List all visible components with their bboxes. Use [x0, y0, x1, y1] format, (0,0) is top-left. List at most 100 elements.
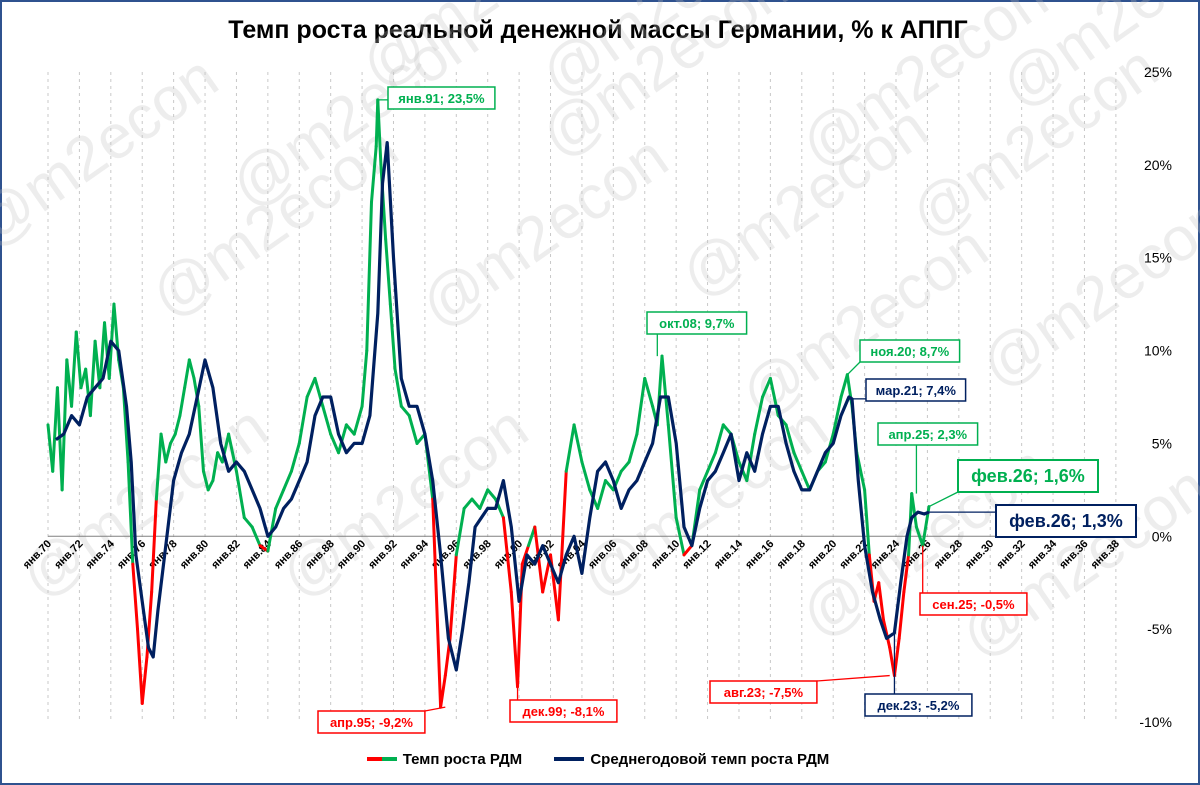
- annotation-label: фев.26; 1,3%: [1009, 511, 1123, 531]
- annotation-label: мар.21; 7,4%: [876, 383, 957, 398]
- legend-label-rdm: Темп роста РДМ: [402, 750, 523, 768]
- rdm-series-segment: [242, 516, 254, 529]
- annotation-box: [859, 339, 961, 363]
- rdm-series-segment: [289, 441, 301, 473]
- rdm-series-segment: [674, 516, 686, 557]
- rdm-series-segment: [211, 451, 220, 483]
- rdm-series-segment: [201, 469, 210, 492]
- rdm-series-segment: [533, 525, 545, 594]
- rdm-series-segment: [698, 469, 710, 492]
- rdm-series-segment: [70, 330, 78, 408]
- y-tick-label: 15%: [1144, 250, 1172, 266]
- rdm-series-segment: [761, 376, 772, 399]
- annotations-layer: янв.91; 23,5% окт.08; 9,7% ноя.20; 8,7% мар…: [317, 86, 1137, 734]
- rdm-series-segment: [596, 479, 607, 510]
- annotation-box: [877, 422, 979, 446]
- rdm-series-segment: [126, 460, 135, 566]
- rdm-series-segment: [478, 488, 490, 510]
- rdm-series-segment: [556, 469, 568, 622]
- annotation-leader: [424, 706, 446, 712]
- annotation-box: [709, 680, 818, 704]
- rdm-series-segment: [136, 627, 144, 705]
- rdm-series-segment: [784, 423, 796, 455]
- average-series-line: [54, 141, 930, 672]
- rdm-series-segment: [643, 376, 655, 408]
- series-layer: [46, 98, 931, 709]
- rdm-series-segment: [666, 423, 678, 520]
- legend-swatch-rdm: [366, 757, 397, 761]
- rdm-series-segment: [902, 553, 911, 594]
- rdm-series-segment: [131, 562, 140, 631]
- rdm-series-segment: [234, 469, 246, 520]
- watermark-text: @m2econ: [568, 392, 840, 611]
- rdm-series-segment: [877, 581, 885, 622]
- rdm-series-segment: [197, 404, 205, 473]
- rdm-series-segment: [509, 590, 520, 689]
- rdm-series-segment: [187, 358, 196, 380]
- rdm-series-segment: [897, 590, 906, 640]
- rdm-series-segment: [572, 423, 584, 464]
- annotation-label: апр.25; 2,3%: [888, 427, 967, 442]
- rdm-series-segment: [60, 358, 69, 492]
- annotation-leader: [816, 674, 890, 682]
- legend-label-average: Среднегодовой темп роста РДМ: [590, 750, 830, 768]
- watermark-text: @m2econ: [408, 122, 680, 341]
- rdm-series-segment: [439, 674, 447, 709]
- rdm-series-segment: [800, 469, 812, 492]
- rdm-series-segment: [274, 488, 286, 510]
- watermark-layer: @m2econ@m2econ@m2econ@m2econ@m2econ@m2ec…: [0, 0, 1200, 671]
- rdm-series-segment: [370, 144, 378, 204]
- rdm-series-segment: [154, 432, 163, 501]
- watermark-text: @m2econ: [268, 392, 540, 611]
- rdm-series-segment: [297, 395, 309, 445]
- rdm-series-segment: [448, 553, 458, 640]
- annotation-leader: [928, 491, 959, 508]
- rdm-series-segment: [183, 358, 191, 390]
- x-tick-label: янв.98: [461, 538, 494, 571]
- rdm-series-segment: [329, 432, 341, 455]
- rdm-series-segment: [501, 516, 513, 594]
- rdm-series-segment: [713, 423, 725, 455]
- y-tick-label: 5%: [1152, 435, 1172, 451]
- rdm-series-segment: [74, 330, 83, 390]
- rdm-series-segment: [282, 469, 293, 492]
- rdm-series-segment: [682, 544, 694, 557]
- rdm-series-segment: [768, 376, 780, 418]
- legend-swatch-average: [554, 757, 585, 761]
- y-tick-label: -10%: [1139, 714, 1172, 730]
- annotation-box: [995, 504, 1137, 538]
- rdm-series-segment: [721, 423, 733, 436]
- rdm-series-segment: [305, 376, 317, 399]
- rdm-series-segment: [206, 479, 215, 492]
- chart-title: Темп роста реальной денежной массы Герма…: [228, 16, 968, 44]
- rdm-series-segment: [150, 497, 158, 594]
- watermark-text: @m2econ: [0, 42, 230, 261]
- annotation-label: ноя.20; 8,7%: [870, 344, 949, 359]
- annotation-label: сен.25; -0,5%: [932, 597, 1015, 612]
- rdm-series-segment: [98, 321, 107, 390]
- rdm-series-segment: [164, 441, 172, 464]
- annotation-leader: [846, 361, 861, 376]
- rdm-series-segment: [627, 432, 639, 464]
- rdm-series-segment: [462, 497, 474, 510]
- rdm-series-segment: [393, 367, 403, 408]
- rdm-series-segment: [159, 432, 168, 464]
- rdm-series-segment: [792, 451, 804, 473]
- x-tick-label: янв.14: [712, 537, 746, 571]
- rdm-series-segment: [168, 432, 177, 445]
- rdm-series-segment: [660, 354, 670, 427]
- rdm-series-segment: [360, 349, 369, 408]
- rdm-series-segment: [753, 395, 765, 436]
- y-tick-label: -5%: [1147, 621, 1172, 637]
- rdm-series-segment: [486, 488, 498, 501]
- annotation-box: [957, 459, 1099, 493]
- annotation-box: [387, 86, 496, 110]
- rdm-series-segment: [745, 432, 757, 483]
- legend-item-rdm: Темп роста РДМ: [366, 750, 523, 768]
- x-tick-label: янв.80: [178, 538, 211, 571]
- rdm-series-segment: [603, 479, 615, 492]
- rdm-series-segment: [352, 404, 364, 436]
- rdm-series-segment: [431, 497, 443, 709]
